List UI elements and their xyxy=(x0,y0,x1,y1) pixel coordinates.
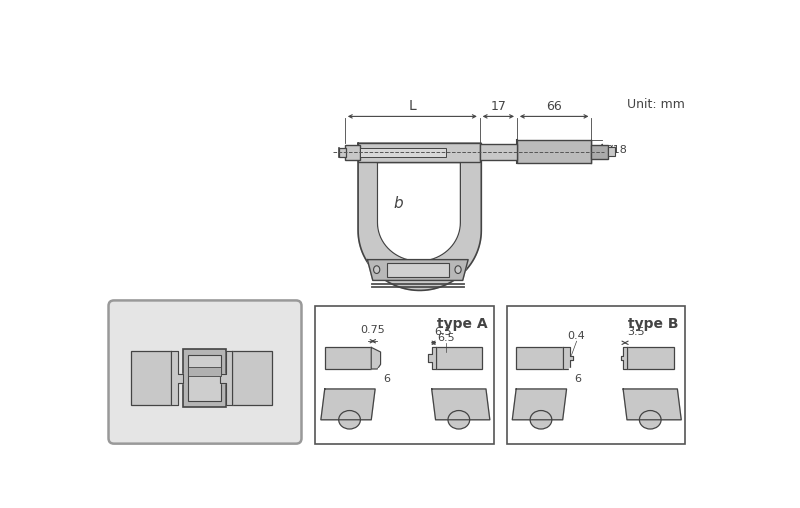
Polygon shape xyxy=(358,143,482,291)
Text: 0.4: 0.4 xyxy=(568,331,586,341)
Polygon shape xyxy=(562,347,573,369)
Polygon shape xyxy=(171,351,183,405)
Bar xyxy=(627,347,674,369)
Ellipse shape xyxy=(448,410,470,429)
Bar xyxy=(386,263,449,276)
Text: Unit: mm: Unit: mm xyxy=(627,98,685,111)
Polygon shape xyxy=(621,347,627,369)
Bar xyxy=(361,148,446,157)
Bar xyxy=(435,347,482,369)
Bar xyxy=(358,143,480,162)
Text: 3.5: 3.5 xyxy=(627,327,645,337)
Bar xyxy=(232,351,272,405)
Text: 0.75: 0.75 xyxy=(361,325,385,335)
Bar xyxy=(315,306,494,444)
Text: Ø18: Ø18 xyxy=(605,144,627,154)
Bar xyxy=(338,148,346,157)
Text: L: L xyxy=(409,100,416,113)
Polygon shape xyxy=(220,351,232,405)
Bar xyxy=(187,367,221,376)
Ellipse shape xyxy=(530,410,552,429)
Bar xyxy=(507,306,685,444)
Text: 6.5: 6.5 xyxy=(437,333,454,343)
Text: 6: 6 xyxy=(574,374,582,384)
Bar xyxy=(516,347,562,369)
Polygon shape xyxy=(378,163,460,261)
Text: type A: type A xyxy=(437,316,487,331)
Bar xyxy=(187,355,221,401)
FancyBboxPatch shape xyxy=(109,300,302,443)
Bar xyxy=(609,147,614,156)
Ellipse shape xyxy=(455,266,461,273)
Bar xyxy=(480,144,517,160)
Bar xyxy=(345,145,360,161)
Polygon shape xyxy=(623,389,682,420)
Text: 6.5: 6.5 xyxy=(434,327,452,337)
Bar xyxy=(131,351,171,405)
Polygon shape xyxy=(321,389,375,420)
Bar xyxy=(183,349,226,407)
Polygon shape xyxy=(432,389,490,420)
Text: type B: type B xyxy=(629,316,679,331)
Text: 6: 6 xyxy=(383,374,390,384)
Polygon shape xyxy=(371,347,381,369)
Ellipse shape xyxy=(338,410,361,429)
Ellipse shape xyxy=(374,266,380,273)
Text: b: b xyxy=(394,196,403,211)
Text: 17: 17 xyxy=(490,100,506,113)
Bar xyxy=(325,347,371,369)
Polygon shape xyxy=(367,260,468,280)
Ellipse shape xyxy=(639,410,661,429)
Polygon shape xyxy=(512,389,566,420)
Text: 66: 66 xyxy=(546,100,562,113)
Bar xyxy=(591,145,608,158)
Bar xyxy=(517,140,591,164)
Polygon shape xyxy=(428,347,435,369)
